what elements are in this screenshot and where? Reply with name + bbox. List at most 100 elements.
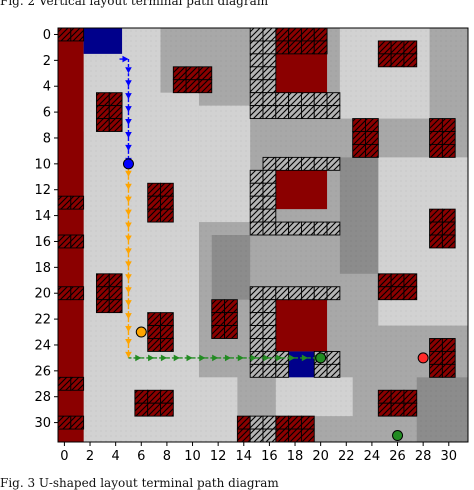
y-tick-label: 20	[34, 287, 51, 302]
hatched-cell-pattern	[249, 428, 264, 443]
path-arrowhead	[289, 354, 296, 362]
x-tick-label: 22	[338, 449, 355, 464]
hatched-cell-pattern	[390, 40, 405, 55]
hatched-cell-pattern	[288, 221, 302, 236]
y-tick-label: 26	[34, 364, 51, 379]
hatched-cell-pattern	[249, 325, 264, 339]
hatched-block	[262, 156, 341, 171]
hatched-cell-pattern	[262, 53, 277, 68]
obstacle-block	[275, 299, 328, 352]
hatched-cell-pattern	[70, 415, 85, 430]
hatched-block	[275, 415, 315, 443]
hatched-cell-pattern	[147, 195, 161, 210]
hatched-cell-pattern	[108, 105, 123, 120]
hatched-cell-pattern	[429, 350, 443, 365]
path-arrowhead	[125, 93, 132, 100]
hatched-cell-pattern	[249, 221, 264, 236]
path-arrows	[119, 55, 321, 362]
hatched-cell-pattern	[108, 92, 123, 107]
hatched-cell-pattern	[313, 221, 328, 236]
hatched-cell-pattern	[275, 105, 290, 120]
hatched-cell-pattern	[403, 53, 418, 68]
hatched-cell-pattern	[198, 66, 213, 81]
hatched-cell-pattern	[262, 299, 277, 314]
figure-caption-top: Fig. 2 Vertical layout terminal path dia…	[0, 0, 269, 8]
hatched-cell-pattern	[288, 40, 302, 55]
hatched-block	[275, 92, 341, 120]
x-tick-label: 26	[389, 449, 406, 464]
hatched-cell-pattern	[429, 131, 443, 145]
hatched-cell-pattern	[403, 402, 418, 417]
hatched-block	[57, 415, 85, 430]
hatched-cell-pattern	[70, 234, 85, 249]
path-arrowhead	[125, 287, 132, 294]
hatched-cell-pattern	[160, 195, 174, 210]
path-arrowhead	[160, 354, 167, 362]
hatched-cell-pattern	[57, 195, 72, 210]
hatched-cell-pattern	[262, 428, 277, 443]
plot-frame	[57, 27, 469, 443]
hatched-cell-pattern	[95, 105, 110, 120]
hatched-cell-pattern	[441, 350, 456, 365]
hatched-cell-pattern	[160, 208, 174, 223]
hatched-cell-pattern	[377, 389, 392, 404]
hatched-cell-pattern	[262, 208, 277, 223]
hatched-cell-pattern	[313, 286, 328, 301]
hatched-cell-pattern	[262, 79, 277, 94]
hatched-cell-pattern	[365, 118, 379, 132]
y-tick-label: 6	[43, 106, 51, 121]
hatched-cell-pattern	[249, 40, 264, 55]
x-axis-ticks: 0 2 4 6 8 10 12 14 16 18 20 22 24 26 28 30	[60, 442, 457, 464]
point-markers	[122, 158, 429, 442]
hatched-cell-pattern	[275, 415, 290, 430]
hatched-cell-pattern	[313, 363, 328, 378]
hatched-cell-pattern	[326, 156, 341, 171]
y-tick-label: 0	[43, 28, 51, 43]
path-arrowhead	[122, 55, 129, 63]
x-tick-label: 10	[184, 449, 201, 464]
hatched-cell-pattern	[95, 273, 110, 288]
hatched-cell-pattern	[249, 105, 264, 120]
hatched-cell-pattern	[262, 286, 277, 301]
hatched-block	[249, 286, 341, 301]
hatched-cell-pattern	[172, 79, 187, 94]
green-point-marker	[315, 352, 327, 364]
hatched-cell-pattern	[326, 105, 341, 120]
terminal-block	[288, 351, 315, 378]
hatched-block	[377, 273, 418, 301]
hatched-cell-pattern	[288, 415, 302, 430]
hatched-block	[57, 195, 85, 210]
path-arrowhead	[125, 338, 132, 345]
hatched-cell-pattern	[249, 66, 264, 81]
hatched-cell-pattern	[262, 169, 277, 184]
hatched-cell-pattern	[211, 325, 226, 339]
hatched-cell-pattern	[211, 299, 226, 314]
hatched-cell-pattern	[249, 415, 264, 430]
hatched-cell-pattern	[262, 92, 277, 107]
hatched-cell-pattern	[275, 363, 290, 378]
hatched-cell-pattern	[108, 273, 123, 288]
hatched-cell-pattern	[134, 389, 149, 404]
hatched-cell-pattern	[441, 208, 456, 223]
hatched-cell-pattern	[108, 286, 123, 301]
hatched-block	[95, 92, 123, 132]
hatched-block	[236, 415, 251, 443]
hatched-cell-pattern	[403, 273, 418, 288]
hatched-cell-pattern	[249, 312, 264, 327]
path-arrowhead	[125, 248, 132, 255]
red-point-marker	[417, 352, 429, 364]
hatched-cell-pattern	[108, 299, 123, 314]
path-arrowhead	[125, 196, 132, 203]
path-arrowhead	[148, 354, 155, 362]
hatched-cell-pattern	[160, 182, 174, 197]
path-arrowhead	[250, 354, 257, 362]
hatched-cell-pattern	[275, 428, 290, 443]
hatched-cell-pattern	[249, 338, 264, 352]
hatched-cell-pattern	[249, 208, 264, 223]
hatched-cell-pattern	[249, 92, 264, 107]
hatched-cell-pattern	[429, 363, 443, 378]
obstacle-block	[275, 170, 328, 210]
hatched-block	[147, 182, 174, 223]
hatched-cell-pattern	[429, 208, 443, 223]
